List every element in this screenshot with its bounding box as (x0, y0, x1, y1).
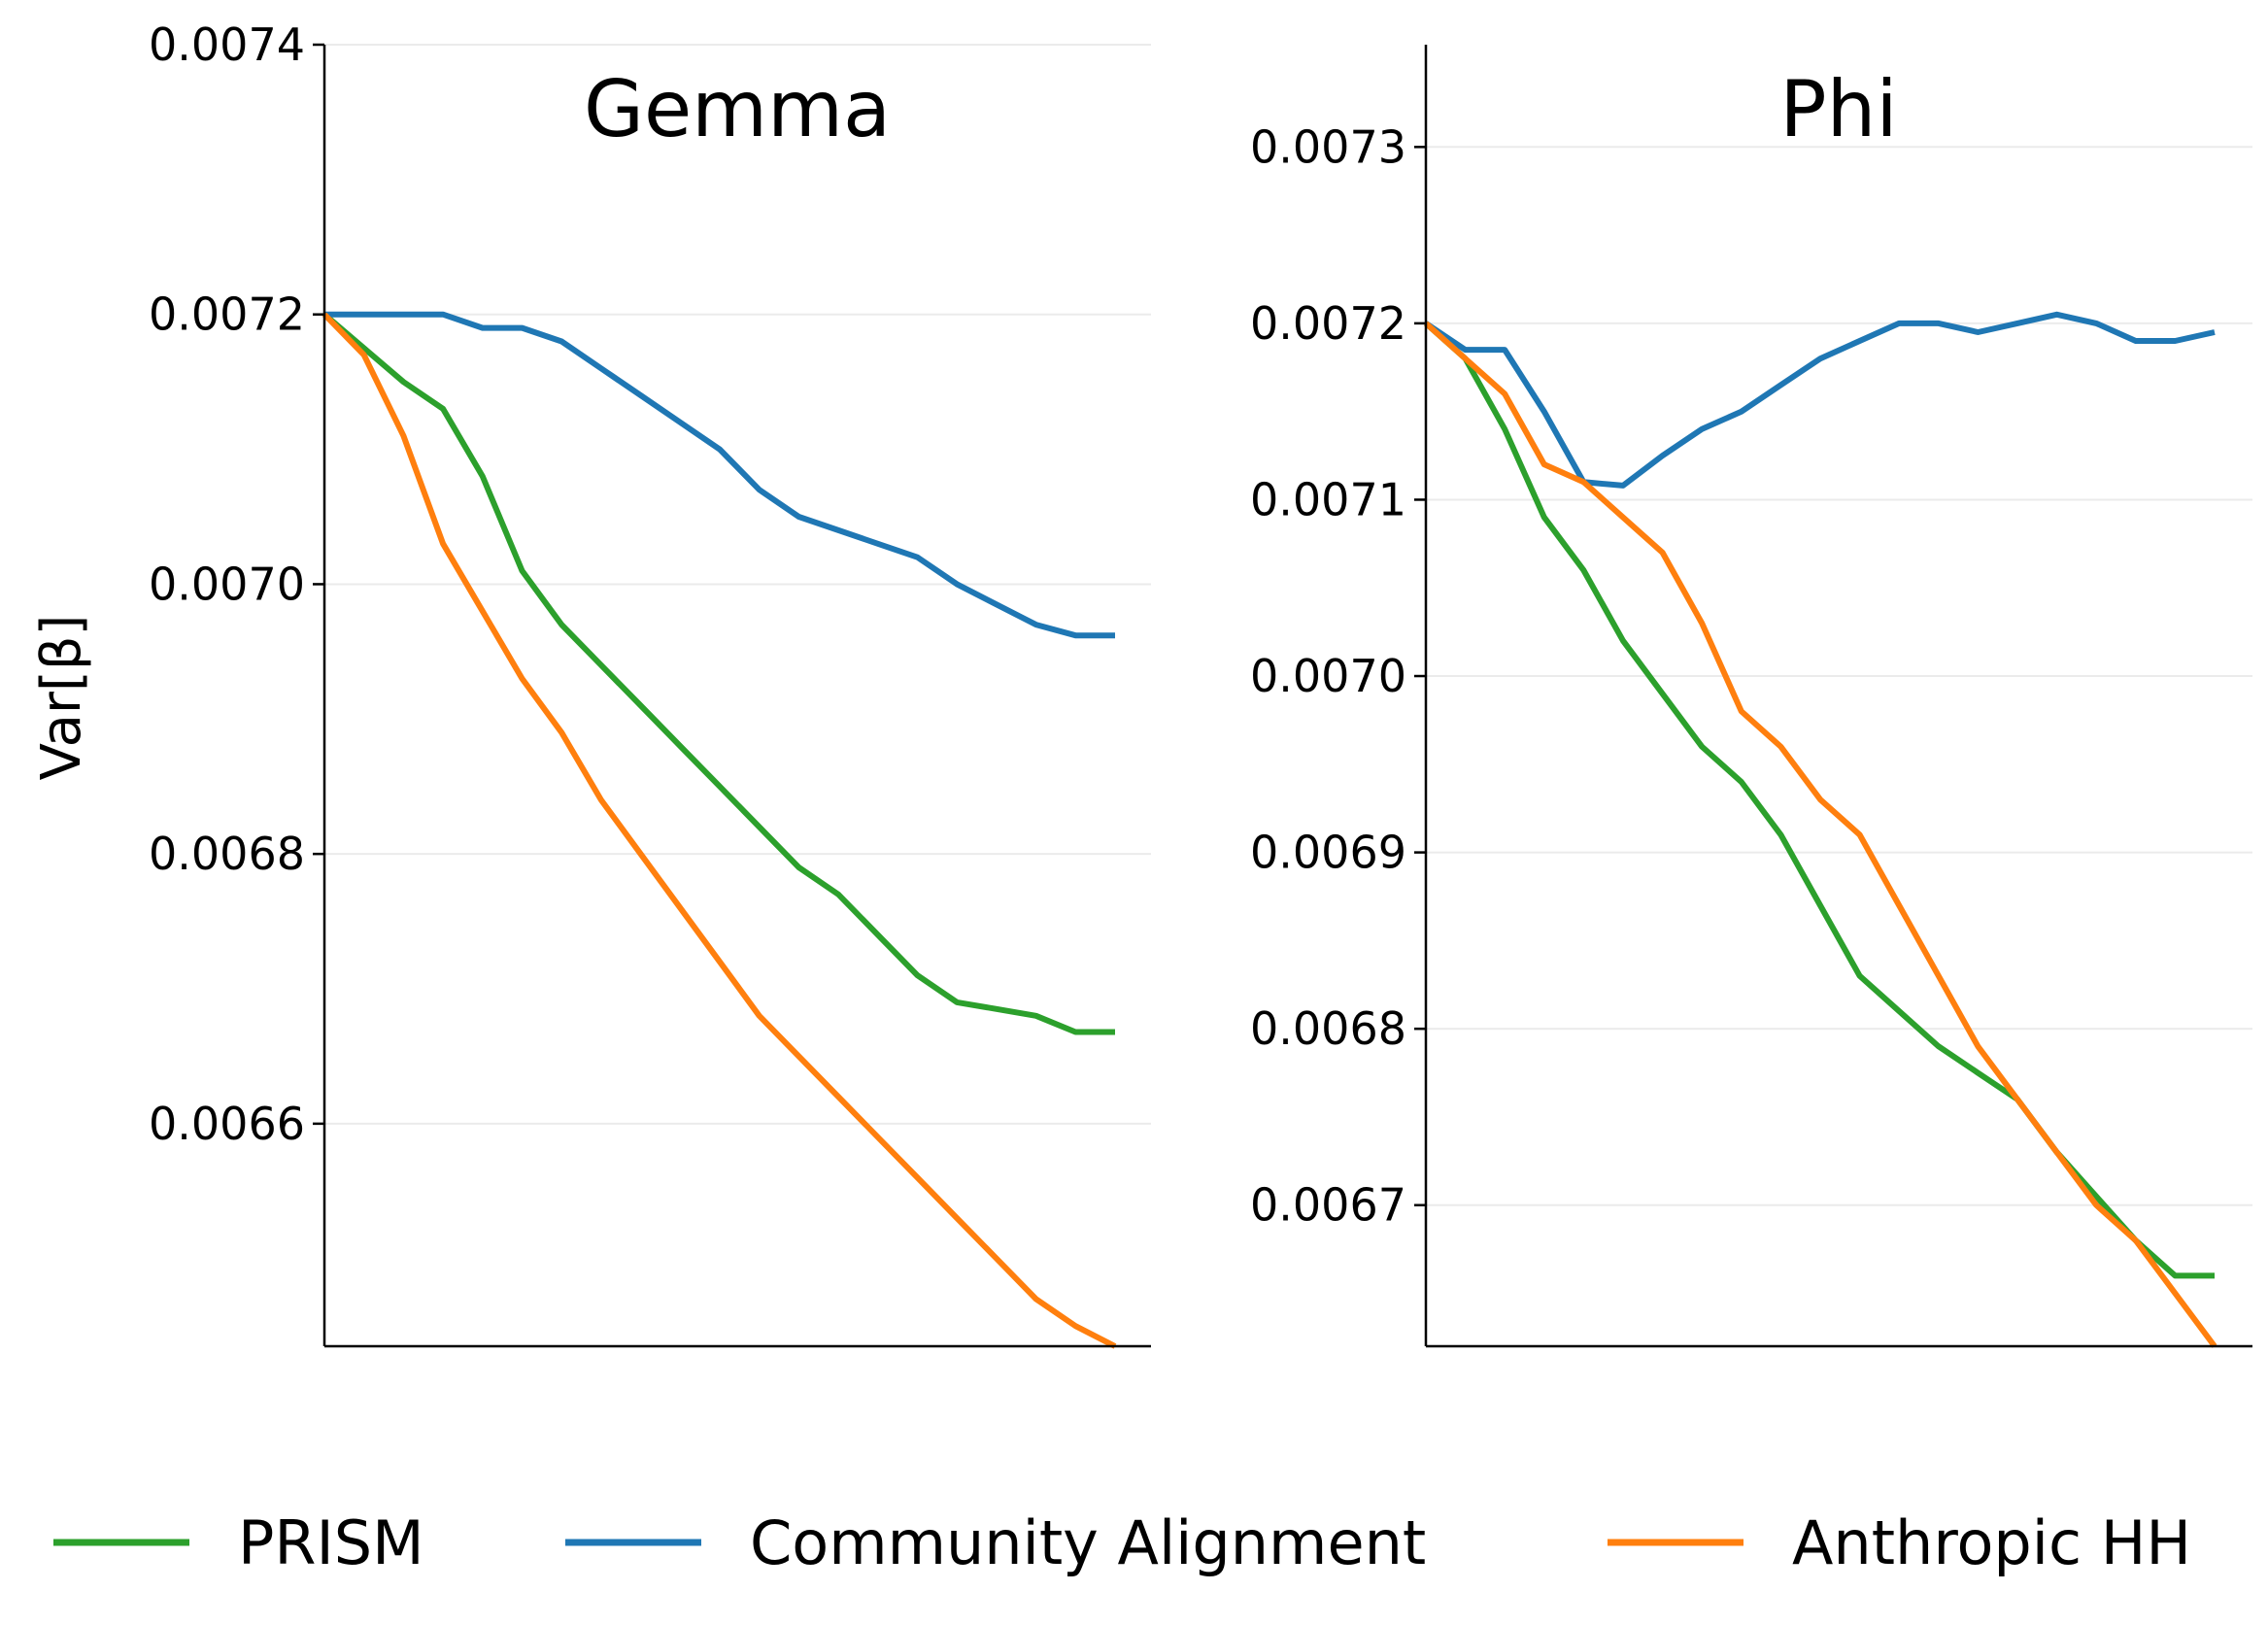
series-line-anthropic-hh (322, 312, 1117, 1349)
series-lines (1424, 311, 2217, 1348)
gridlines (1426, 146, 2252, 1206)
y-ticks: 0.0067 0.0068 0.0069 0.0070 0.0071 0.0072 0.00… (1250, 120, 1426, 1232)
panel-title: Phi (1779, 64, 1897, 154)
legend-label: Community Alignment (750, 1507, 1426, 1578)
legend-item-prism: PRISM (53, 1507, 424, 1578)
series-line-anthropic-hh (1424, 321, 2217, 1348)
y-tick-label: 0.0073 (1250, 120, 1406, 173)
axes (1424, 45, 2252, 1348)
panel-phi: 0.0067 0.0068 0.0069 0.0070 0.0071 0.0072 0.00… (1250, 45, 2252, 1348)
panel-gemma: 0.0066 0.0068 0.0070 0.0072 0.0074 Gemma Var… (30, 18, 1151, 1349)
y-tick-label: 0.0071 (1250, 473, 1406, 525)
series-line-prism (322, 312, 1115, 1035)
legend-label: PRISM (238, 1507, 424, 1578)
y-tick-label: 0.0069 (1250, 827, 1406, 879)
legend-label: Anthropic HH (1792, 1507, 2191, 1578)
y-tick-label: 0.0070 (1250, 650, 1406, 702)
legend-item-anthropic-hh: Anthropic HH (1608, 1507, 2191, 1578)
y-tick-label: 0.0070 (149, 558, 305, 610)
legend: PRISM Community Alignment Anthropic HH (53, 1507, 2191, 1578)
y-tick-label: 0.0074 (149, 18, 305, 71)
y-tick-label: 0.0068 (149, 828, 305, 880)
y-ticks: 0.0066 0.0068 0.0070 0.0072 0.0074 (149, 18, 324, 1150)
panel-title: Gemma (584, 64, 891, 154)
axes (322, 45, 1151, 1348)
y-tick-label: 0.0066 (149, 1098, 305, 1150)
y-axis-label: Var[β] (30, 615, 93, 781)
series-line-prism (1424, 321, 2215, 1279)
series-line-community-alignment (1424, 311, 2216, 489)
series-lines (322, 311, 1117, 1349)
gridlines (324, 44, 1151, 1125)
legend-item-community-alignment: Community Alignment (565, 1507, 1426, 1578)
series-line-community-alignment (324, 311, 1115, 639)
y-tick-label: 0.0067 (1250, 1179, 1406, 1232)
y-tick-label: 0.0072 (149, 288, 305, 341)
y-tick-label: 0.0068 (1250, 1002, 1406, 1055)
y-tick-label: 0.0072 (1250, 297, 1406, 350)
